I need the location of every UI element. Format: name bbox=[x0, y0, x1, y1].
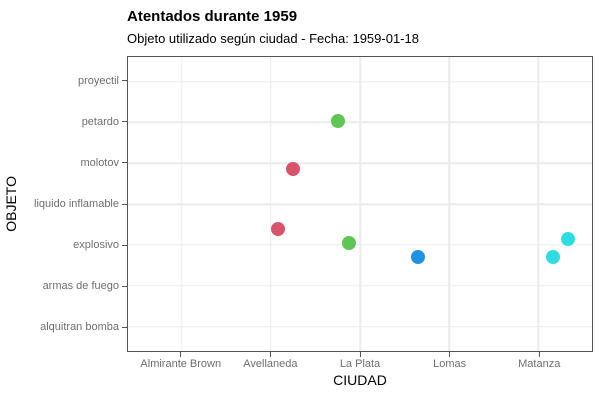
y-tick-label: explosivo bbox=[73, 239, 119, 252]
y-tick-mark bbox=[122, 326, 127, 328]
data-point bbox=[286, 162, 301, 177]
data-point bbox=[545, 249, 560, 264]
gridline-vertical bbox=[270, 57, 272, 351]
x-tick-mark bbox=[269, 352, 271, 357]
y-tick-label: molotov bbox=[80, 156, 119, 169]
x-axis-title: CIUDAD bbox=[333, 372, 387, 388]
y-axis-labels: proyectil petardo molotov liquido inflamabl… bbox=[0, 56, 119, 352]
gridline-vertical bbox=[537, 57, 540, 351]
y-tick-mark bbox=[122, 121, 127, 123]
x-tick-mark bbox=[180, 352, 182, 357]
x-tick-label: La Plata bbox=[339, 358, 381, 370]
x-tick-label: Almirante Brown bbox=[140, 358, 222, 370]
y-tick-mark bbox=[122, 203, 127, 205]
y-tick-label: armas de fuego bbox=[42, 280, 119, 293]
y-tick-label: alquitran bomba bbox=[40, 321, 119, 334]
plot-panel bbox=[127, 56, 593, 352]
x-tick-mark bbox=[359, 352, 361, 357]
x-tick-label: Avellaneda bbox=[243, 358, 298, 370]
data-point bbox=[410, 249, 425, 264]
gridline-vertical bbox=[180, 57, 183, 351]
chart-title: Atentados durante 1959 bbox=[127, 8, 298, 25]
data-point bbox=[561, 231, 576, 246]
gridline-vertical bbox=[448, 57, 450, 351]
y-tick-mark bbox=[122, 285, 127, 287]
x-tick-mark bbox=[449, 352, 451, 357]
x-tick-mark bbox=[538, 352, 540, 357]
y-tick-label: proyectil bbox=[78, 74, 119, 87]
data-point bbox=[270, 221, 285, 236]
y-tick-label: petardo bbox=[81, 115, 119, 128]
chart-subtitle: Objeto utilizado según ciudad - Fecha: 1… bbox=[127, 31, 419, 46]
data-point bbox=[330, 114, 345, 129]
y-tick-mark bbox=[122, 80, 127, 82]
x-tick-label: Matanza bbox=[518, 358, 561, 370]
y-tick-mark bbox=[122, 162, 127, 164]
data-point bbox=[341, 235, 356, 250]
x-tick-label: Lomas bbox=[433, 358, 467, 370]
y-tick-label: liquido inflamable bbox=[34, 198, 119, 210]
x-axis-labels: Almirante Brown Avellaneda La Plata Lomas Ma… bbox=[127, 358, 593, 372]
y-tick-mark bbox=[122, 244, 127, 246]
gridline-vertical bbox=[359, 57, 361, 351]
